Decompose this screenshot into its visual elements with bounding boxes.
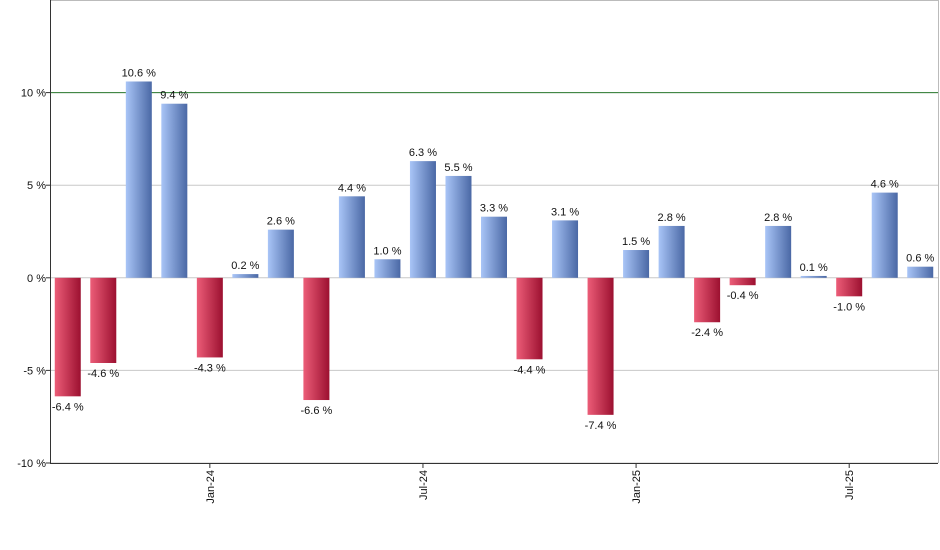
data-label: 4.4 % [338,182,366,194]
x-tick-label: Jul-24 [418,470,430,500]
data-label: 0.2 % [231,260,259,272]
y-tick-label: 0 % [27,273,46,285]
bar [338,196,365,278]
data-label: 5.5 % [444,162,472,174]
bar [587,277,614,415]
y-tick-label: -5 % [23,365,46,377]
data-label: 1.5 % [622,236,650,248]
data-label: -4.4 % [514,364,546,376]
data-label: 2.8 % [658,212,686,224]
data-label: 0.6 % [906,253,934,265]
bar [765,225,792,278]
bar [552,220,579,278]
data-label: 2.8 % [764,212,792,224]
bar [232,274,259,278]
bar [54,277,81,397]
bar [409,161,436,278]
bar [125,81,152,278]
data-label: -6.6 % [301,405,333,417]
bar [694,277,721,323]
bar [90,277,117,363]
data-label: -6.4 % [52,401,84,413]
x-tick-label: Jul-25 [844,470,856,500]
data-label: 3.3 % [480,203,508,215]
bar [374,259,401,278]
bar [445,175,472,278]
data-label: 0.1 % [800,262,828,274]
data-label: -4.6 % [87,368,119,380]
bar [481,216,507,278]
bar [729,277,756,286]
data-label: 9.4 % [160,90,188,102]
data-label: 1.0 % [373,245,401,257]
data-label: 2.6 % [267,216,295,228]
data-label: -2.4 % [691,327,723,339]
y-tick-label: 10 % [21,88,46,100]
data-label: 3.1 % [551,206,579,218]
bar [836,277,863,297]
data-label: -0.4 % [727,290,759,302]
bar [871,192,898,278]
bar [516,277,543,360]
data-label: 6.3 % [409,147,437,159]
data-label: -1.0 % [833,301,865,313]
x-tick-label: Jan-25 [631,470,643,504]
bar [800,275,827,278]
data-label: 10.6 % [122,67,156,79]
y-tick-label: 5 % [27,180,46,192]
bar [267,229,294,278]
bar [161,103,188,278]
bar [303,277,330,401]
y-tick-label: -10 % [17,458,46,470]
x-tick-label: Jan-24 [205,470,217,504]
data-label: 4.6 % [871,179,899,191]
bar [623,250,650,278]
bar [196,277,223,358]
bar [658,225,685,278]
bar [907,266,934,278]
data-label: -7.4 % [585,420,617,432]
data-label: -4.3 % [194,362,226,374]
